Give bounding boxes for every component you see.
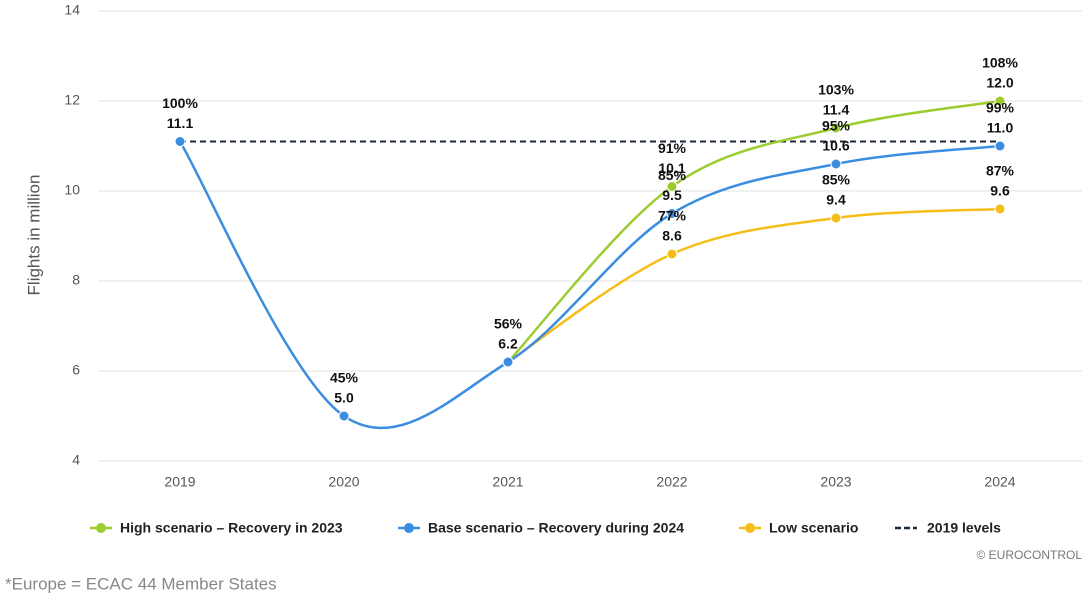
data-point bbox=[994, 95, 1006, 107]
percent-label: 77% bbox=[658, 208, 687, 224]
percent-label: 45% bbox=[330, 370, 359, 386]
percent-label: 56% bbox=[494, 316, 523, 332]
legend-label: High scenario – Recovery in 2023 bbox=[120, 520, 343, 536]
credit: © EUROCONTROL bbox=[976, 548, 1082, 562]
series-line bbox=[178, 140, 1001, 429]
series-line bbox=[507, 99, 1001, 363]
legend-item: 2019 levels bbox=[895, 520, 1001, 536]
series-line bbox=[507, 207, 1001, 364]
data-label: 9.4 bbox=[826, 192, 846, 208]
percent-label: 99% bbox=[986, 100, 1015, 116]
data-point bbox=[666, 208, 678, 219]
footnote: *Europe = ECAC 44 Member States bbox=[5, 574, 277, 593]
data-label: 5.0 bbox=[334, 390, 354, 406]
y-tick-label: 8 bbox=[72, 272, 80, 288]
legend-item: Low scenario bbox=[739, 520, 858, 536]
y-tick-label: 10 bbox=[64, 182, 80, 198]
percent-label: 100% bbox=[162, 95, 198, 111]
legend-label: Low scenario bbox=[769, 520, 858, 536]
percent-label: 85% bbox=[822, 172, 851, 188]
data-point bbox=[666, 181, 678, 192]
y-tick-label: 6 bbox=[72, 362, 80, 378]
percent-label: 85% bbox=[658, 167, 687, 183]
data-point bbox=[174, 136, 186, 147]
y-tick-label: 14 bbox=[64, 2, 80, 18]
legend-marker bbox=[96, 523, 106, 533]
data-label: 11.4 bbox=[823, 102, 850, 118]
data-label: 9.6 bbox=[990, 183, 1010, 199]
percent-label: 95% bbox=[822, 118, 851, 134]
data-point bbox=[666, 248, 678, 260]
y-tick-label: 4 bbox=[72, 452, 80, 468]
data-label: 10.6 bbox=[822, 138, 849, 154]
legend-item: Base scenario – Recovery during 2024 bbox=[398, 520, 684, 536]
data-point bbox=[338, 410, 350, 422]
data-label: 9.5 bbox=[662, 187, 682, 203]
data-point bbox=[830, 158, 842, 170]
x-tick-label: 2022 bbox=[656, 474, 687, 490]
percent-label: 103% bbox=[818, 82, 854, 98]
data-point bbox=[994, 140, 1006, 152]
legend-marker bbox=[404, 523, 414, 533]
legend-label: 2019 levels bbox=[927, 520, 1001, 536]
data-point bbox=[502, 356, 514, 368]
data-label: 12.0 bbox=[986, 75, 1013, 91]
x-tick-label: 2024 bbox=[984, 474, 1015, 490]
y-axis-label: Flights in million bbox=[24, 175, 43, 296]
y-tick-label: 12 bbox=[64, 92, 80, 108]
data-point bbox=[994, 203, 1006, 215]
percent-label: 87% bbox=[986, 163, 1015, 179]
legend-label: Base scenario – Recovery during 2024 bbox=[428, 520, 684, 536]
x-tick-label: 2023 bbox=[820, 474, 851, 490]
data-point bbox=[830, 122, 842, 134]
x-tick-label: 2021 bbox=[492, 474, 523, 490]
data-point bbox=[830, 212, 842, 224]
percent-label: 91% bbox=[658, 140, 687, 156]
data-label: 6.2 bbox=[498, 336, 518, 352]
legend-item: High scenario – Recovery in 2023 bbox=[90, 520, 343, 536]
x-tick-label: 2019 bbox=[164, 474, 195, 490]
legend-marker bbox=[745, 523, 755, 533]
data-label: 11.0 bbox=[987, 120, 1014, 136]
x-tick-label: 2020 bbox=[328, 474, 359, 490]
data-label: 8.6 bbox=[662, 228, 682, 244]
percent-label: 108% bbox=[982, 55, 1018, 71]
data-label: 10.1 bbox=[658, 160, 685, 176]
data-label: 11.1 bbox=[167, 115, 194, 131]
